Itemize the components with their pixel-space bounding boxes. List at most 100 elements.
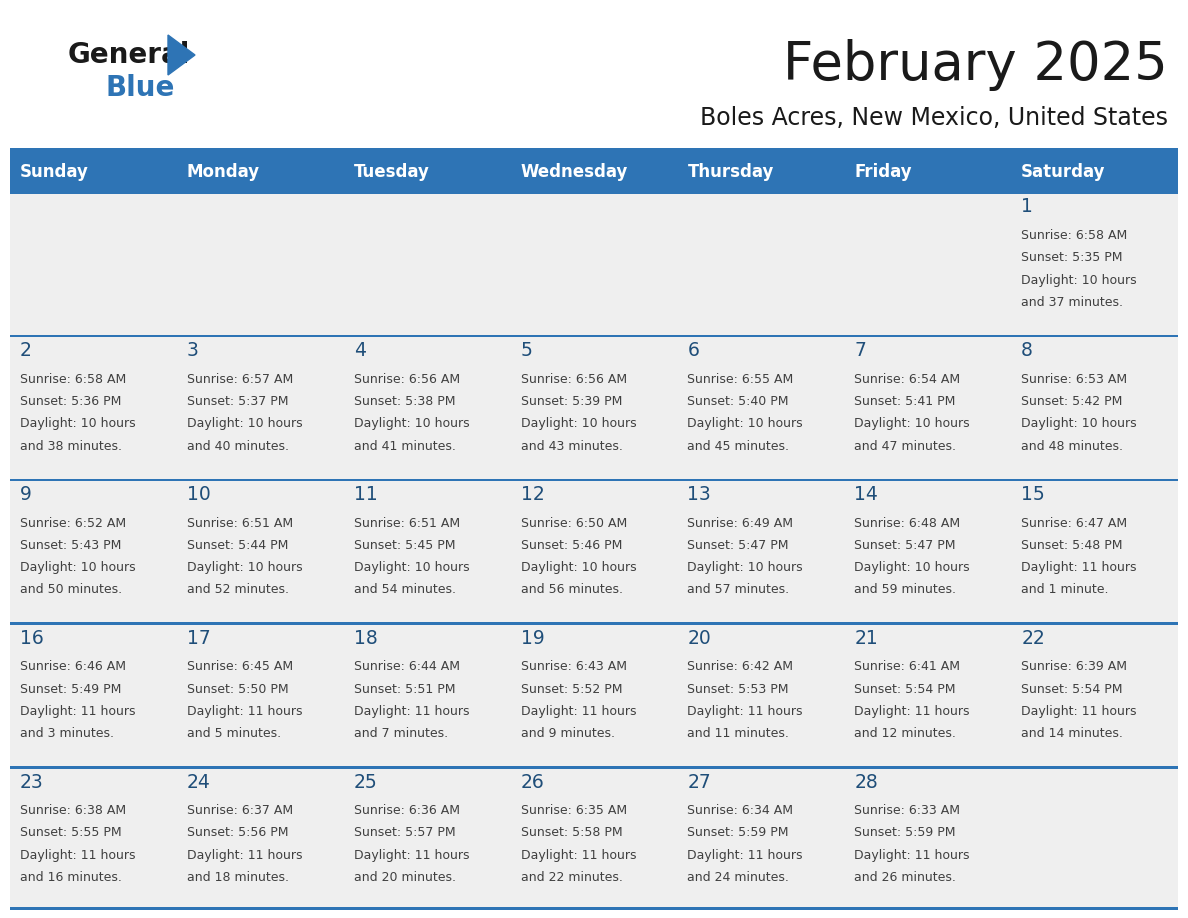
Text: Sunrise: 6:52 AM: Sunrise: 6:52 AM: [20, 517, 126, 530]
Text: and 50 minutes.: and 50 minutes.: [20, 584, 122, 597]
Text: and 38 minutes.: and 38 minutes.: [20, 440, 122, 453]
Text: and 54 minutes.: and 54 minutes.: [354, 584, 456, 597]
Text: and 56 minutes.: and 56 minutes.: [520, 584, 623, 597]
Bar: [10, 622, 1178, 767]
Text: 1: 1: [1022, 197, 1034, 217]
Text: Sunrise: 6:42 AM: Sunrise: 6:42 AM: [688, 660, 794, 674]
Text: Sunrise: 6:38 AM: Sunrise: 6:38 AM: [20, 804, 126, 817]
Text: and 14 minutes.: and 14 minutes.: [1022, 727, 1123, 740]
Text: 7: 7: [854, 341, 866, 360]
Text: 22: 22: [1022, 629, 1045, 648]
Text: 21: 21: [854, 629, 878, 648]
Text: and 11 minutes.: and 11 minutes.: [688, 727, 789, 740]
Bar: [10, 478, 1178, 622]
Text: Daylight: 11 hours: Daylight: 11 hours: [520, 849, 636, 862]
Text: Sunday: Sunday: [20, 163, 89, 181]
Text: Sunrise: 6:44 AM: Sunrise: 6:44 AM: [354, 660, 460, 674]
Text: and 59 minutes.: and 59 minutes.: [854, 584, 956, 597]
Text: 25: 25: [354, 773, 378, 791]
Text: 19: 19: [520, 629, 544, 648]
Text: Daylight: 11 hours: Daylight: 11 hours: [20, 849, 135, 862]
Text: General: General: [68, 41, 190, 69]
Text: Daylight: 10 hours: Daylight: 10 hours: [1022, 418, 1137, 431]
Text: Sunset: 5:41 PM: Sunset: 5:41 PM: [854, 395, 955, 409]
Text: and 43 minutes.: and 43 minutes.: [520, 440, 623, 453]
Text: Daylight: 11 hours: Daylight: 11 hours: [20, 705, 135, 718]
Text: Tuesday: Tuesday: [354, 163, 430, 181]
Text: Sunrise: 6:56 AM: Sunrise: 6:56 AM: [520, 373, 627, 386]
Text: 2: 2: [20, 341, 32, 360]
Bar: [10, 191, 1178, 194]
Text: Sunrise: 6:57 AM: Sunrise: 6:57 AM: [187, 373, 293, 386]
Text: Sunset: 5:52 PM: Sunset: 5:52 PM: [520, 683, 623, 696]
Text: Sunset: 5:47 PM: Sunset: 5:47 PM: [688, 539, 789, 552]
Text: Sunset: 5:44 PM: Sunset: 5:44 PM: [187, 539, 289, 552]
Text: and 40 minutes.: and 40 minutes.: [187, 440, 289, 453]
Text: Sunset: 5:57 PM: Sunset: 5:57 PM: [354, 826, 455, 839]
Text: Sunrise: 6:48 AM: Sunrise: 6:48 AM: [854, 517, 960, 530]
Text: Sunrise: 6:54 AM: Sunrise: 6:54 AM: [854, 373, 960, 386]
Bar: [10, 622, 1178, 625]
Text: Sunrise: 6:50 AM: Sunrise: 6:50 AM: [520, 517, 627, 530]
Text: Sunset: 5:38 PM: Sunset: 5:38 PM: [354, 395, 455, 409]
Text: and 48 minutes.: and 48 minutes.: [1022, 440, 1123, 453]
Text: 15: 15: [1022, 485, 1045, 504]
Text: and 16 minutes.: and 16 minutes.: [20, 871, 122, 884]
Text: 4: 4: [354, 341, 366, 360]
Bar: [10, 767, 1178, 910]
Text: Daylight: 11 hours: Daylight: 11 hours: [354, 849, 469, 862]
Text: Daylight: 10 hours: Daylight: 10 hours: [854, 418, 969, 431]
Text: and 52 minutes.: and 52 minutes.: [187, 584, 289, 597]
Text: and 1 minute.: and 1 minute.: [1022, 584, 1108, 597]
Text: Sunrise: 6:47 AM: Sunrise: 6:47 AM: [1022, 517, 1127, 530]
Text: Sunset: 5:58 PM: Sunset: 5:58 PM: [520, 826, 623, 839]
Text: Daylight: 10 hours: Daylight: 10 hours: [854, 561, 969, 574]
Text: 28: 28: [854, 773, 878, 791]
Text: 10: 10: [187, 485, 210, 504]
Text: Sunrise: 6:33 AM: Sunrise: 6:33 AM: [854, 804, 960, 817]
Text: Sunset: 5:49 PM: Sunset: 5:49 PM: [20, 683, 121, 696]
Text: Daylight: 11 hours: Daylight: 11 hours: [187, 849, 303, 862]
Text: Sunset: 5:43 PM: Sunset: 5:43 PM: [20, 539, 121, 552]
Text: 14: 14: [854, 485, 878, 504]
Text: Daylight: 11 hours: Daylight: 11 hours: [688, 705, 803, 718]
Text: Sunrise: 6:41 AM: Sunrise: 6:41 AM: [854, 660, 960, 674]
Text: Monday: Monday: [187, 163, 260, 181]
Bar: [10, 335, 1178, 337]
Text: Daylight: 11 hours: Daylight: 11 hours: [1022, 705, 1137, 718]
Text: Daylight: 11 hours: Daylight: 11 hours: [688, 849, 803, 862]
Text: 11: 11: [354, 485, 378, 504]
Text: Sunrise: 6:58 AM: Sunrise: 6:58 AM: [20, 373, 126, 386]
Polygon shape: [168, 35, 195, 75]
Text: 16: 16: [20, 629, 44, 648]
Text: Sunrise: 6:56 AM: Sunrise: 6:56 AM: [354, 373, 460, 386]
Text: and 22 minutes.: and 22 minutes.: [520, 871, 623, 884]
Bar: [10, 478, 1178, 481]
Text: Blue: Blue: [105, 74, 175, 102]
Text: and 57 minutes.: and 57 minutes.: [688, 584, 790, 597]
Text: 18: 18: [354, 629, 378, 648]
Text: Sunset: 5:42 PM: Sunset: 5:42 PM: [1022, 395, 1123, 409]
Bar: [10, 191, 1178, 335]
Text: Sunset: 5:53 PM: Sunset: 5:53 PM: [688, 683, 789, 696]
Text: and 9 minutes.: and 9 minutes.: [520, 727, 614, 740]
Text: Sunset: 5:35 PM: Sunset: 5:35 PM: [1022, 252, 1123, 264]
Text: Daylight: 10 hours: Daylight: 10 hours: [187, 561, 303, 574]
Text: Sunrise: 6:36 AM: Sunrise: 6:36 AM: [354, 804, 460, 817]
Text: and 3 minutes.: and 3 minutes.: [20, 727, 114, 740]
Text: Daylight: 10 hours: Daylight: 10 hours: [354, 561, 469, 574]
Text: Daylight: 11 hours: Daylight: 11 hours: [1022, 561, 1137, 574]
Text: Sunset: 5:47 PM: Sunset: 5:47 PM: [854, 539, 956, 552]
Text: Sunrise: 6:37 AM: Sunrise: 6:37 AM: [187, 804, 293, 817]
Text: and 7 minutes.: and 7 minutes.: [354, 727, 448, 740]
Text: and 5 minutes.: and 5 minutes.: [187, 727, 282, 740]
Text: Sunset: 5:46 PM: Sunset: 5:46 PM: [520, 539, 623, 552]
Text: Sunset: 5:59 PM: Sunset: 5:59 PM: [854, 826, 956, 839]
Text: Saturday: Saturday: [1022, 163, 1106, 181]
Text: 26: 26: [520, 773, 544, 791]
Text: 27: 27: [688, 773, 712, 791]
Text: Daylight: 11 hours: Daylight: 11 hours: [854, 849, 969, 862]
Text: 17: 17: [187, 629, 210, 648]
Text: Sunset: 5:54 PM: Sunset: 5:54 PM: [854, 683, 956, 696]
Text: Daylight: 10 hours: Daylight: 10 hours: [354, 418, 469, 431]
